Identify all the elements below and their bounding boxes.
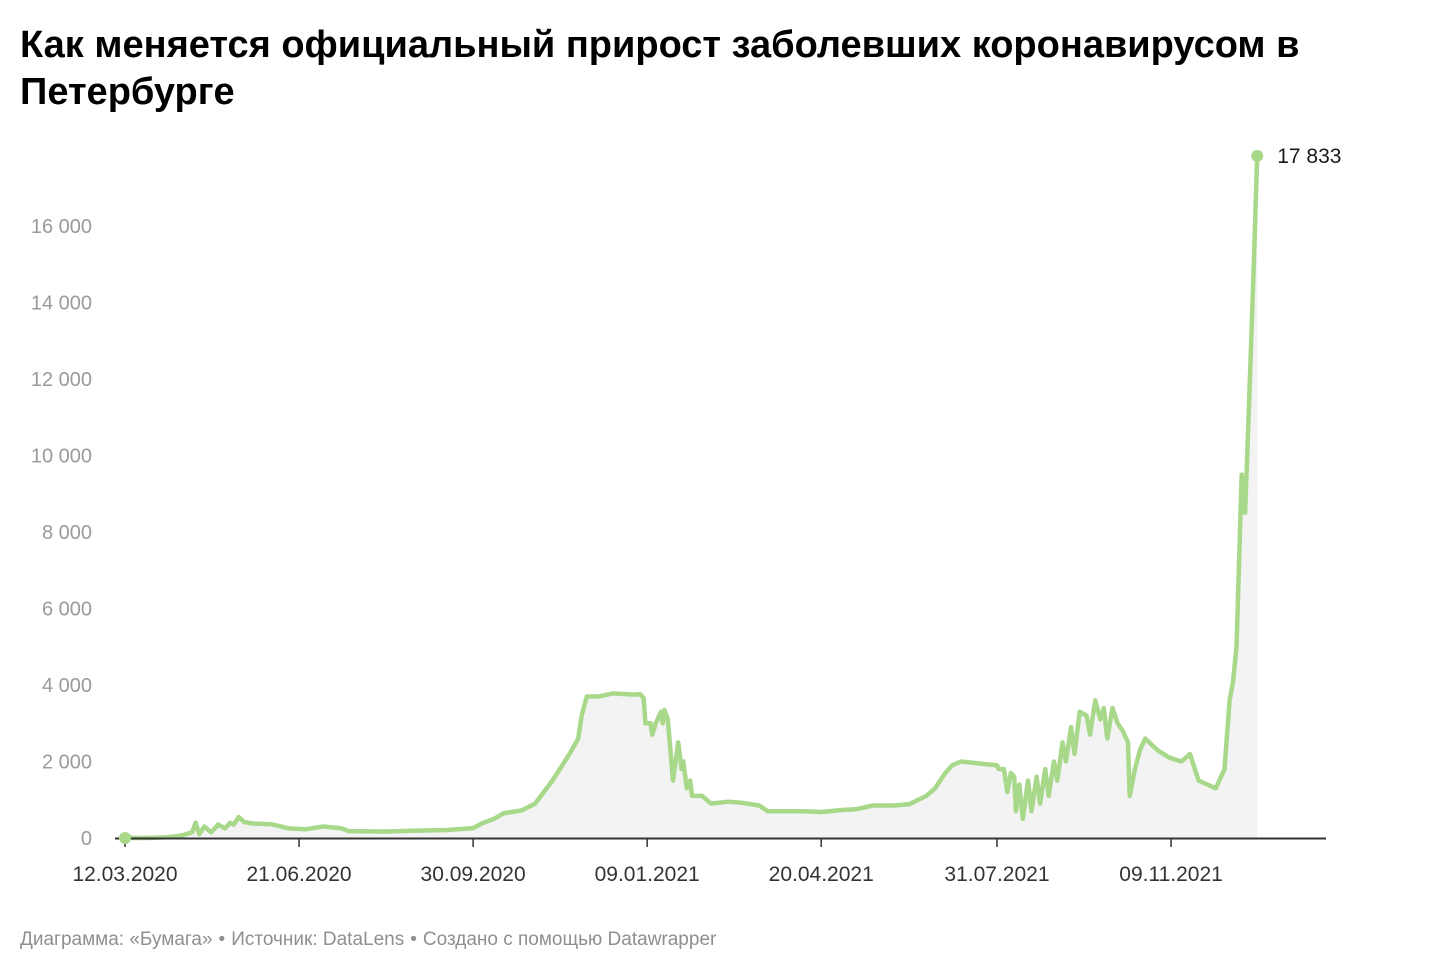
x-tick-label: 20.04.2021 xyxy=(769,863,874,886)
x-tick-label: 09.11.2021 xyxy=(1119,863,1223,886)
chart-credit: Диаграмма: «Бумага» xyxy=(20,929,213,950)
footer-separator: • xyxy=(218,929,226,950)
x-tick-label: 30.09.2020 xyxy=(421,863,526,886)
start-point-marker xyxy=(119,832,131,844)
y-tick-label: 0 xyxy=(81,828,92,850)
x-tick-label: 31.07.2021 xyxy=(944,863,1049,886)
created-with: Создано с помощью Datawrapper xyxy=(422,929,717,950)
chart-footer: Диаграмма: «Бумага» • Источник: DataLens • С… xyxy=(20,929,716,951)
y-tick-label: 4 000 xyxy=(42,675,92,697)
source-credit: Источник: DataLens xyxy=(231,929,405,950)
x-tick-label: 09.01.2021 xyxy=(595,863,700,886)
y-tick-label: 12 000 xyxy=(31,369,92,391)
x-axis-ticks: 12.03.2020 21.06.2020 30.09.2020 09.01.2021… xyxy=(72,838,1223,886)
chart-title: Как меняется официальный прирост заболев… xyxy=(20,24,1300,113)
y-axis-ticks: 0 2 000 4 000 6 000 8 000 10 000 12 000 14 000 1… xyxy=(31,216,92,850)
y-tick-label: 16 000 xyxy=(31,216,92,238)
series-line xyxy=(122,153,1260,841)
y-tick-label: 6 000 xyxy=(42,599,92,621)
end-value-label: 17 833 xyxy=(1277,145,1341,168)
end-point-marker xyxy=(1251,149,1264,162)
series-area xyxy=(125,155,1258,838)
y-tick-label: 8 000 xyxy=(42,522,92,544)
y-tick-label: 14 000 xyxy=(31,293,92,315)
footer-separator: • xyxy=(410,929,417,950)
y-tick-label: 2 000 xyxy=(42,752,92,774)
y-tick-label: 10 000 xyxy=(31,446,92,468)
x-tick-label: 12.03.2020 xyxy=(72,863,177,886)
x-tick-label: 21.06.2020 xyxy=(246,863,351,886)
